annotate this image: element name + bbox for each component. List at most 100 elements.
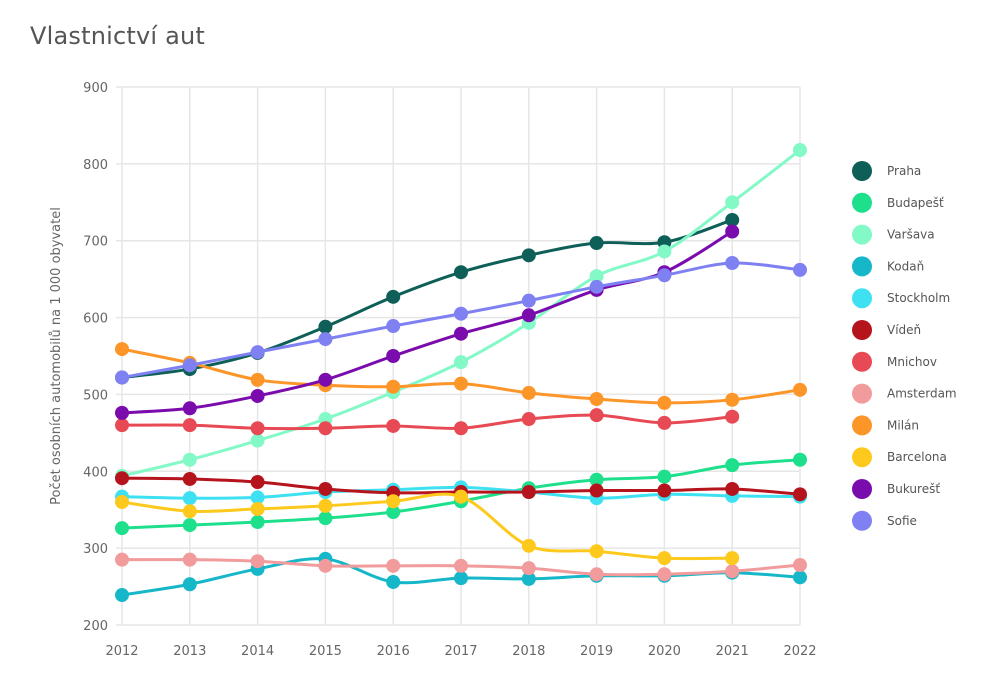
data-point bbox=[589, 544, 604, 559]
legend-label: Mnichov bbox=[887, 355, 937, 369]
data-point bbox=[521, 248, 536, 263]
data-point bbox=[318, 511, 333, 526]
data-point bbox=[182, 577, 197, 592]
legend-label: Varšava bbox=[887, 228, 935, 242]
data-point bbox=[318, 498, 333, 513]
y-tick-label: 900 bbox=[83, 81, 108, 96]
data-point bbox=[250, 388, 265, 403]
data-point bbox=[589, 408, 604, 423]
data-point bbox=[182, 418, 197, 433]
data-point bbox=[182, 452, 197, 467]
data-point bbox=[725, 212, 740, 227]
data-point bbox=[386, 494, 401, 509]
data-point bbox=[250, 554, 265, 569]
x-tick-label: 2017 bbox=[444, 644, 477, 659]
data-point bbox=[793, 143, 807, 158]
series-Milán bbox=[115, 342, 807, 410]
x-tick-label: 2021 bbox=[716, 644, 749, 659]
data-point bbox=[725, 392, 740, 407]
data-point bbox=[793, 558, 807, 573]
chart-title: Vlastnictví aut bbox=[30, 22, 206, 50]
x-tick-label: 2022 bbox=[783, 644, 816, 659]
legend-label: Vídeň bbox=[887, 323, 921, 337]
data-point bbox=[386, 289, 401, 304]
legend-marker bbox=[852, 256, 872, 277]
series-line bbox=[121, 218, 733, 380]
legend-label: Barcelona bbox=[887, 450, 947, 464]
data-point bbox=[521, 571, 536, 586]
data-point bbox=[115, 471, 129, 486]
legend-item: Amsterdam bbox=[852, 383, 957, 404]
data-point bbox=[521, 485, 536, 500]
data-point bbox=[589, 472, 604, 487]
data-point bbox=[115, 495, 129, 510]
y-tick-label: 300 bbox=[83, 542, 108, 557]
data-point bbox=[115, 418, 129, 433]
data-point bbox=[589, 392, 604, 407]
legend-item: Budapešť bbox=[852, 192, 944, 213]
y-tick-label: 800 bbox=[83, 158, 108, 173]
legend-item: Varšava bbox=[852, 224, 935, 245]
data-point bbox=[318, 481, 333, 496]
data-point bbox=[521, 293, 536, 308]
data-point bbox=[521, 538, 536, 553]
series-line bbox=[121, 413, 733, 431]
series-Barcelona bbox=[115, 489, 740, 566]
data-point bbox=[793, 570, 807, 585]
data-point bbox=[589, 269, 604, 284]
y-tick-label: 200 bbox=[83, 619, 108, 634]
series-line bbox=[121, 492, 733, 561]
data-point bbox=[793, 262, 807, 277]
legend-marker bbox=[852, 479, 872, 499]
legend-label: Praha bbox=[887, 164, 921, 178]
y-tick-label: 700 bbox=[83, 235, 108, 250]
data-point bbox=[589, 279, 604, 294]
data-point bbox=[386, 349, 401, 363]
legend-marker bbox=[852, 383, 872, 404]
data-point bbox=[657, 268, 672, 283]
data-point bbox=[454, 376, 468, 391]
y-tick-label: 600 bbox=[83, 312, 108, 327]
data-point bbox=[725, 224, 740, 239]
data-point bbox=[725, 409, 740, 424]
series-Praha bbox=[115, 212, 740, 385]
data-point bbox=[386, 505, 401, 520]
data-point bbox=[318, 558, 333, 573]
legend-marker bbox=[852, 510, 872, 531]
legend-marker bbox=[852, 320, 872, 340]
data-point bbox=[725, 481, 740, 496]
data-point bbox=[589, 567, 604, 582]
data-point bbox=[250, 490, 265, 505]
data-point bbox=[250, 345, 265, 360]
data-point bbox=[793, 452, 807, 467]
x-tick-label: 2012 bbox=[105, 644, 138, 659]
data-point bbox=[182, 518, 197, 533]
series-Bukurešť bbox=[115, 224, 740, 420]
data-point bbox=[250, 433, 265, 448]
data-point bbox=[182, 471, 197, 486]
data-point bbox=[386, 418, 401, 433]
data-point bbox=[657, 469, 672, 484]
data-point bbox=[115, 521, 129, 536]
data-point bbox=[589, 483, 604, 498]
legend-label: Budapešť bbox=[887, 196, 944, 210]
data-point bbox=[657, 567, 672, 582]
data-point bbox=[454, 558, 468, 573]
data-point bbox=[657, 551, 672, 566]
data-point bbox=[250, 501, 265, 516]
data-point bbox=[521, 308, 536, 323]
legend-marker bbox=[852, 192, 872, 213]
data-point bbox=[725, 458, 740, 473]
data-point bbox=[250, 421, 265, 436]
data-point bbox=[386, 319, 401, 334]
data-point bbox=[318, 319, 333, 334]
x-tick-label: 2016 bbox=[377, 644, 410, 659]
data-point bbox=[454, 571, 468, 586]
x-tick-label: 2018 bbox=[512, 644, 545, 659]
legend-label: Stockholm bbox=[887, 291, 950, 305]
data-point bbox=[657, 244, 672, 259]
legend-item: Praha bbox=[852, 161, 921, 181]
data-point bbox=[115, 342, 129, 357]
legend-item: Mnichov bbox=[852, 351, 937, 372]
